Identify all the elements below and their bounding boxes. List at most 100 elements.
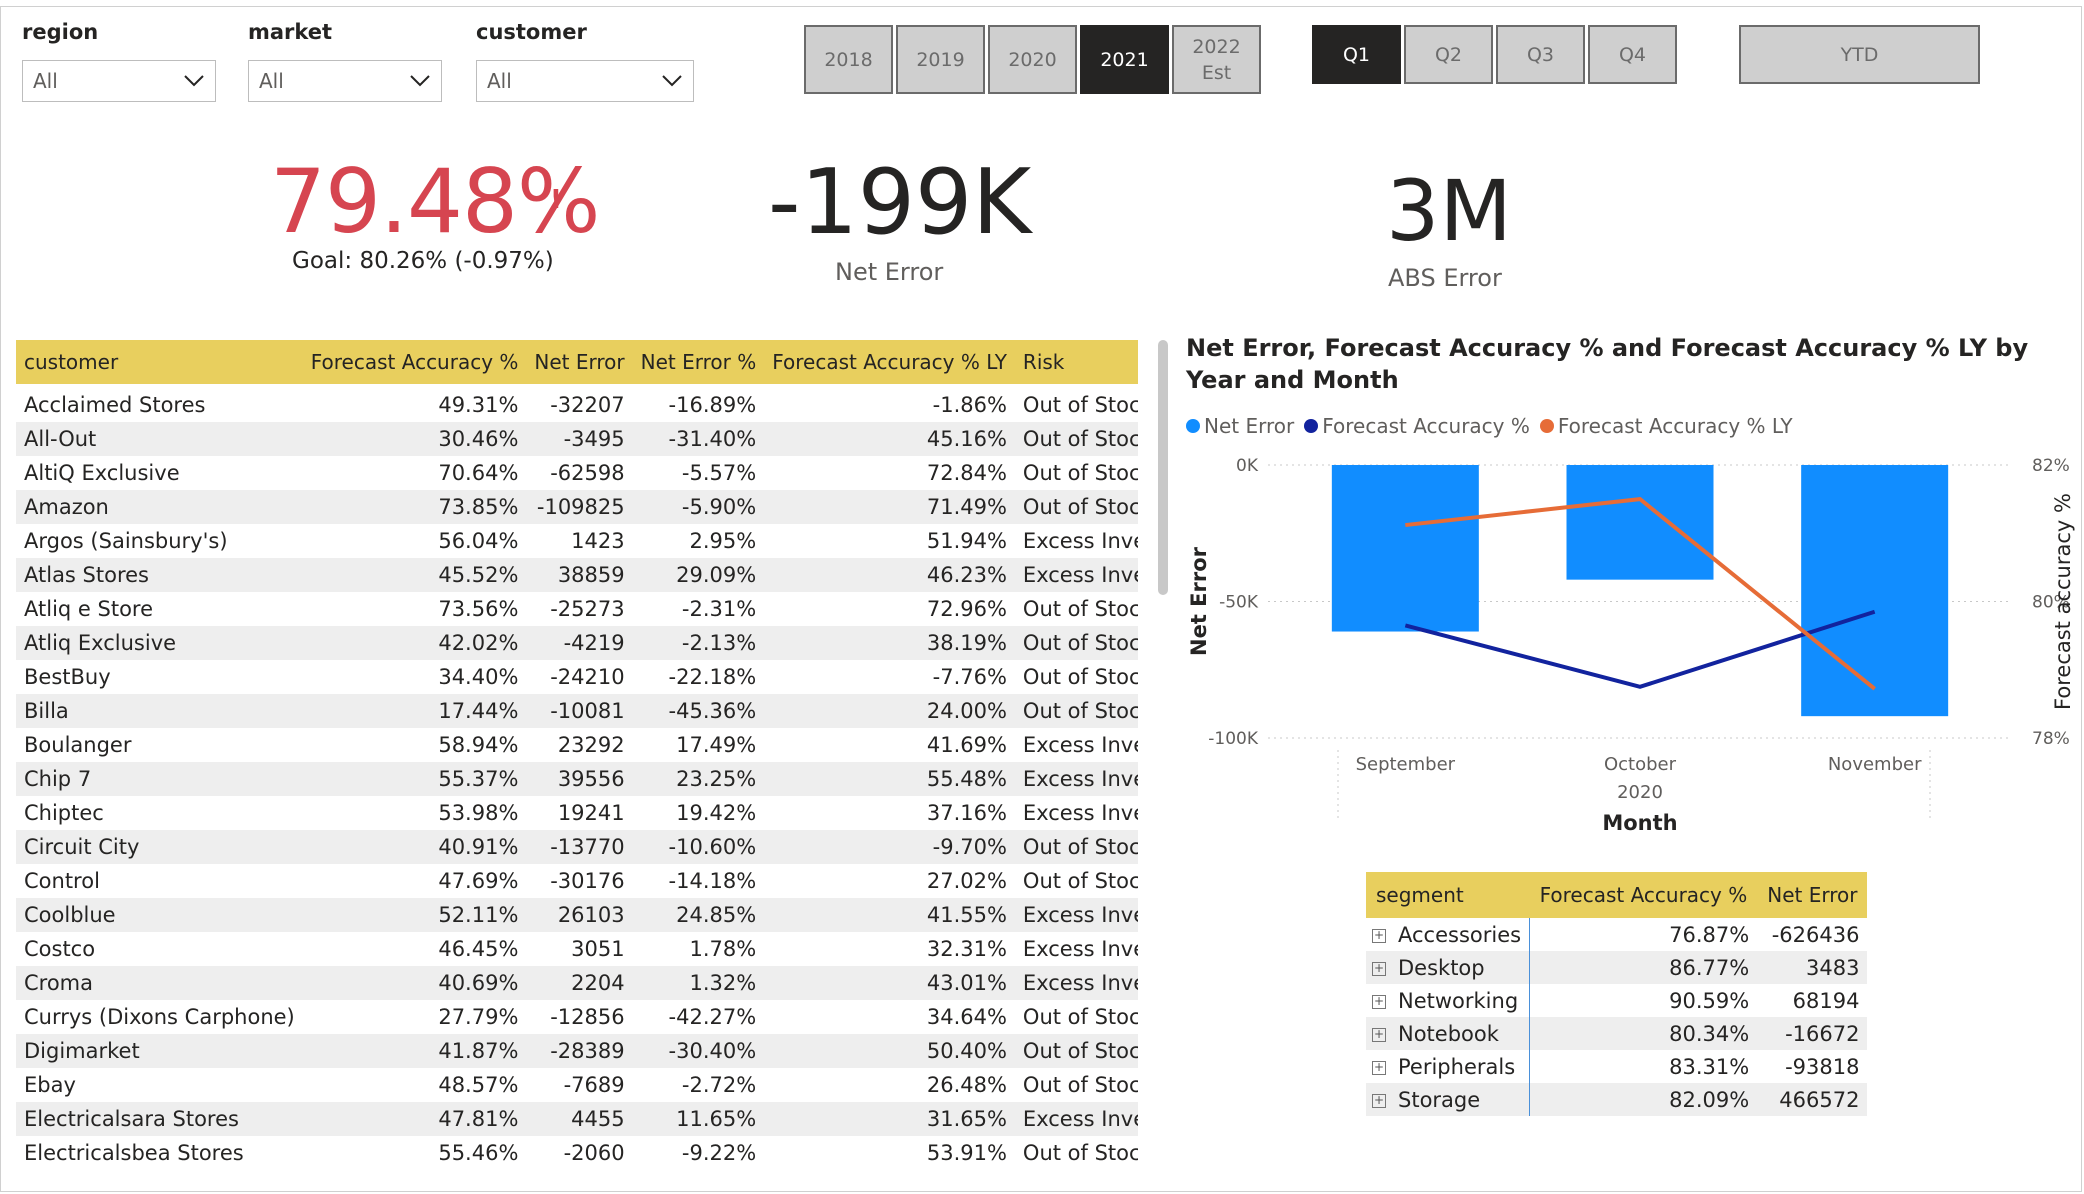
table-cell: -3495 bbox=[526, 422, 633, 456]
year-button-2022-line2: Est bbox=[1201, 61, 1232, 84]
column-header-segment-forecast-accuracy[interactable]: Forecast Accuracy % bbox=[1529, 872, 1758, 918]
chevron-down-icon bbox=[662, 75, 682, 87]
table-cell: Electricalsara Stores bbox=[16, 1102, 303, 1136]
year-button-2019[interactable]: 2019 bbox=[896, 25, 985, 94]
table-row[interactable]: Atliq Exclusive 42.02% -4219 -2.13% 38.19% Ou… bbox=[16, 626, 1138, 660]
table-cell: 56.04% bbox=[438, 529, 519, 553]
table-cell: 45.16% bbox=[764, 422, 1015, 456]
table-cell: Out of Stock bbox=[1014, 830, 1138, 864]
quarter-button-q4[interactable]: Q4 bbox=[1588, 25, 1677, 84]
table-row[interactable]: Coolblue 52.11% 26103 24.85% 41.55% Excess In… bbox=[16, 898, 1138, 932]
table-cell: Out of Stock bbox=[1014, 490, 1138, 524]
legend-item-forecast-accuracy-ly[interactable]: Forecast Accuracy % LY bbox=[1539, 414, 1793, 438]
table-row[interactable]: Electricalsara Stores 47.81% 4455 11.65% 31.… bbox=[16, 1102, 1138, 1136]
table-cell: Amazon bbox=[16, 490, 303, 524]
segment-name-cell: + Notebook bbox=[1366, 1017, 1531, 1050]
legend-item-net-error[interactable]: Net Error bbox=[1186, 414, 1294, 438]
year-button-2018[interactable]: 2018 bbox=[804, 25, 893, 94]
quarter-button-q3[interactable]: Q3 bbox=[1496, 25, 1585, 84]
column-header-risk[interactable]: Risk bbox=[1014, 340, 1138, 384]
segment-row[interactable]: + Peripherals 83.31% -93818 bbox=[1366, 1050, 1867, 1083]
table-row[interactable]: Amazon 73.85% -109825 -5.90% 71.49% Out of St… bbox=[16, 490, 1138, 524]
table-row[interactable]: All-Out 30.46% -3495 -31.40% 45.16% Out of St… bbox=[16, 422, 1138, 456]
expand-icon[interactable]: + bbox=[1372, 1059, 1386, 1075]
table-cell: -42.27% bbox=[668, 1005, 757, 1029]
table-row[interactable]: Ebay 48.57% -7689 -2.72% 26.48% Out of Stock bbox=[16, 1068, 1138, 1102]
table-cell: 26.48% bbox=[926, 1073, 1007, 1097]
table-cell: 3483 bbox=[1757, 951, 1868, 984]
table-cell: 47.69% bbox=[438, 869, 519, 893]
customer-table-scrollbar[interactable] bbox=[1158, 340, 1168, 595]
table-row[interactable]: Atlas Stores 45.52% 38859 29.09% 46.23% Exces… bbox=[16, 558, 1138, 592]
column-header-forecast-accuracy-ly[interactable]: Forecast Accuracy % LY bbox=[764, 340, 1015, 384]
ytd-button[interactable]: YTD bbox=[1739, 25, 1980, 84]
table-row[interactable]: BestBuy 34.40% -24210 -22.18% -7.76% Out of S… bbox=[16, 660, 1138, 694]
column-header-segment-net-error[interactable]: Net Error bbox=[1757, 872, 1868, 918]
expand-icon[interactable]: + bbox=[1372, 993, 1386, 1009]
column-header-customer[interactable]: customer bbox=[16, 340, 303, 384]
market-dropdown[interactable]: All bbox=[248, 60, 442, 102]
table-row[interactable]: Argos (Sainsbury's) 56.04% 1423 2.95% 51.94%… bbox=[16, 524, 1138, 558]
table-cell: 73.56% bbox=[438, 597, 519, 621]
table-cell: 29.09% bbox=[632, 558, 765, 592]
expand-icon[interactable]: + bbox=[1372, 927, 1386, 943]
quarter-button-q1[interactable]: Q1 bbox=[1312, 25, 1401, 84]
table-row[interactable]: AltiQ Exclusive 70.64% -62598 -5.57% 72.84% O… bbox=[16, 456, 1138, 490]
segment-name: Accessories bbox=[1398, 922, 1522, 947]
region-dropdown[interactable]: All bbox=[22, 60, 216, 102]
table-cell: -16672 bbox=[1757, 1017, 1868, 1050]
table-cell: 90.59% bbox=[1669, 988, 1750, 1013]
column-header-forecast-accuracy[interactable]: Forecast Accuracy % bbox=[302, 340, 527, 384]
table-row[interactable]: Digimarket 41.87% -28389 -30.40% 50.40% Out o… bbox=[16, 1034, 1138, 1068]
segment-row[interactable]: + Accessories 76.87% -626436 bbox=[1366, 918, 1867, 951]
table-row[interactable]: Boulanger 58.94% 23292 17.49% 41.69% Excess I… bbox=[16, 728, 1138, 762]
customer-table-container[interactable]: customer Forecast Accuracy % Net Error N… bbox=[16, 340, 1138, 1172]
year-button-2022-est[interactable]: 2022 Est bbox=[1172, 25, 1261, 94]
table-cell: 72.96% bbox=[926, 597, 1007, 621]
legend-item-forecast-accuracy[interactable]: Forecast Accuracy % bbox=[1304, 414, 1530, 438]
segment-row[interactable]: + Notebook 80.34% -16672 bbox=[1366, 1017, 1868, 1050]
table-cell: Out of Stock bbox=[1022, 1141, 1138, 1165]
year-button-2021[interactable]: 2021 bbox=[1080, 25, 1169, 94]
table-row[interactable]: Atliq e Store 73.56% -25273 -2.31% 72.96% Out… bbox=[16, 592, 1138, 626]
table-row[interactable]: Electricalsbea Stores 55.46% -2060 -9.22% 53… bbox=[16, 1136, 1138, 1170]
net-error-bar bbox=[1566, 465, 1714, 580]
table-cell: 38859 bbox=[526, 558, 633, 592]
table-cell: Atlas Stores bbox=[16, 558, 303, 592]
table-row[interactable]: Costco 46.45% 3051 1.78% 32.31% Excess Invent… bbox=[16, 932, 1138, 966]
abs-error-kpi-label: ABS Error bbox=[1388, 264, 1502, 292]
expand-icon[interactable]: + bbox=[1372, 1026, 1386, 1042]
table-cell: 466572 bbox=[1757, 1083, 1868, 1116]
table-cell: 80.34% bbox=[1529, 1017, 1758, 1050]
segment-row[interactable]: + Storage 82.09% 466572 bbox=[1366, 1083, 1868, 1116]
expand-icon[interactable]: + bbox=[1372, 1092, 1386, 1108]
segment-row[interactable]: + Desktop 86.77% 3483 bbox=[1366, 951, 1868, 984]
table-cell: -30176 bbox=[550, 869, 625, 893]
year-button-2020[interactable]: 2020 bbox=[988, 25, 1077, 94]
column-header-net-error-pct[interactable]: Net Error % bbox=[632, 340, 765, 384]
table-row[interactable]: Billa 17.44% -10081 -45.36% 24.00% Out of Sto… bbox=[16, 694, 1138, 728]
net-error-chart[interactable]: 0K -50K -100K 82% 80% 78% September October Nove… bbox=[1180, 448, 2080, 848]
table-row[interactable]: Acclaimed Stores 49.31% -32207 -16.89% -1.86… bbox=[16, 384, 1138, 422]
table-cell: Costco bbox=[24, 937, 96, 961]
table-cell: -7689 bbox=[563, 1073, 625, 1097]
table-cell: 42.02% bbox=[302, 626, 527, 660]
column-header-segment[interactable]: segment bbox=[1366, 872, 1530, 918]
segment-row[interactable]: + Networking 90.59% 68194 bbox=[1366, 984, 1867, 1017]
column-header-net-error[interactable]: Net Error bbox=[526, 340, 633, 384]
table-cell: 31.65% bbox=[764, 1102, 1015, 1136]
table-row[interactable]: Circuit City 40.91% -13770 -10.60% -9.70% Out… bbox=[16, 830, 1138, 864]
quarter-button-q2[interactable]: Q2 bbox=[1404, 25, 1493, 84]
table-row[interactable]: Chiptec 53.98% 19241 19.42% 37.16% Excess Inv… bbox=[16, 796, 1138, 830]
chevron-down-icon bbox=[410, 75, 430, 87]
table-cell: Out of Stock bbox=[1014, 694, 1138, 728]
table-cell: -22.18% bbox=[668, 665, 757, 689]
table-row[interactable]: Currys (Dixons Carphone) 27.79% -12856 -42.… bbox=[16, 1000, 1138, 1034]
customer-dropdown[interactable]: All bbox=[476, 60, 694, 102]
expand-icon[interactable]: + bbox=[1372, 960, 1386, 976]
table-cell: 3051 bbox=[571, 937, 625, 961]
x-axis-title: Month bbox=[1602, 811, 1677, 835]
table-row[interactable]: Control 47.69% -30176 -14.18% 27.02% Out of S… bbox=[16, 864, 1138, 898]
